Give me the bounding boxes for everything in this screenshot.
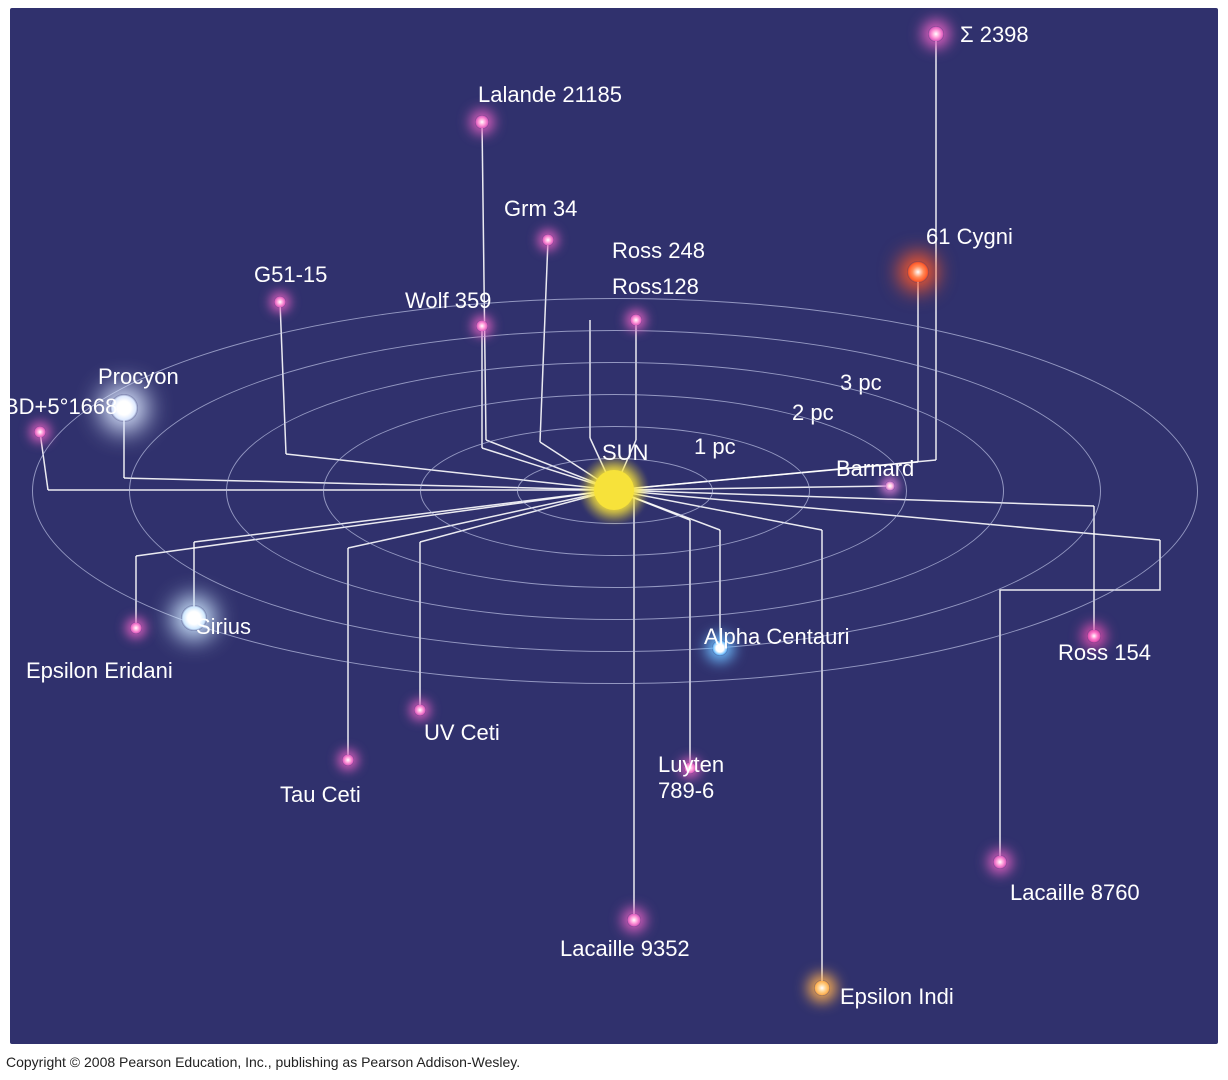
star-map-plot: 1 pc2 pc3 pcSUNAlpha CentauriBarnardWolf… bbox=[0, 0, 1228, 1044]
plot-background bbox=[10, 8, 1218, 1044]
copyright-text: Copyright © 2008 Pearson Education, Inc.… bbox=[6, 1054, 520, 1070]
diagram-frame: 1 pc2 pc3 pcSUNAlpha CentauriBarnardWolf… bbox=[0, 0, 1228, 1080]
sun-icon bbox=[594, 470, 634, 510]
